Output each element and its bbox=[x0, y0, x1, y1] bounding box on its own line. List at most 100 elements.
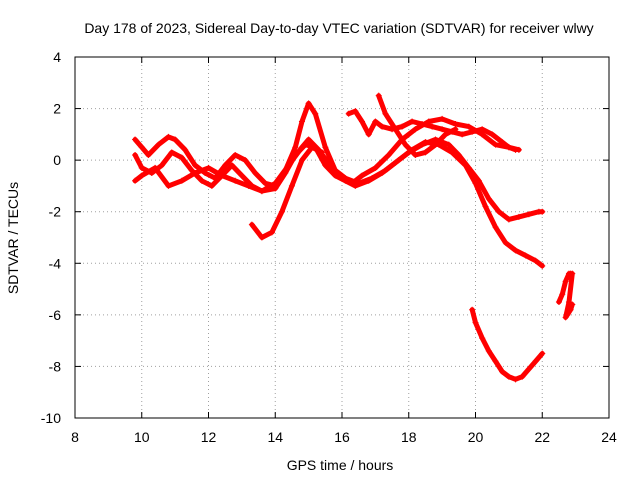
data-point bbox=[158, 162, 165, 169]
data-point bbox=[298, 144, 305, 151]
data-point bbox=[402, 141, 409, 148]
data-point bbox=[238, 172, 245, 179]
data-point bbox=[242, 157, 249, 164]
data-point bbox=[278, 208, 285, 215]
data-point bbox=[505, 216, 512, 223]
data-point bbox=[165, 182, 172, 189]
data-point bbox=[539, 208, 546, 215]
data-point bbox=[469, 306, 476, 313]
data-point bbox=[409, 118, 416, 125]
x-tick-label: 18 bbox=[401, 429, 417, 445]
data-point bbox=[172, 136, 179, 143]
data-point bbox=[564, 311, 571, 318]
data-point bbox=[385, 151, 392, 158]
data-point bbox=[198, 177, 205, 184]
data-point bbox=[469, 128, 476, 135]
data-point bbox=[252, 170, 259, 177]
data-point bbox=[505, 373, 512, 380]
data-point bbox=[138, 144, 145, 151]
data-point bbox=[205, 164, 212, 171]
series-line bbox=[346, 108, 518, 153]
data-point bbox=[432, 141, 439, 148]
series-line bbox=[469, 307, 545, 382]
data-point bbox=[365, 131, 372, 138]
data-point bbox=[192, 170, 199, 177]
data-point bbox=[318, 149, 325, 156]
data-point bbox=[479, 131, 486, 138]
data-point bbox=[355, 180, 362, 187]
data-point bbox=[452, 121, 459, 128]
data-point bbox=[485, 347, 492, 354]
data-point bbox=[479, 126, 486, 133]
data-point bbox=[359, 118, 366, 125]
data-point bbox=[245, 182, 252, 189]
series-track-4 bbox=[248, 144, 325, 241]
data-point bbox=[472, 319, 479, 326]
data-point bbox=[322, 144, 329, 151]
data-point bbox=[442, 131, 449, 138]
data-point bbox=[489, 131, 496, 138]
data-point bbox=[512, 247, 519, 254]
series-line bbox=[132, 137, 545, 269]
data-point bbox=[352, 108, 359, 115]
data-point bbox=[382, 167, 389, 174]
data-point bbox=[472, 180, 479, 187]
series-track-6 bbox=[375, 92, 459, 158]
data-point bbox=[555, 298, 562, 305]
data-point bbox=[268, 229, 275, 236]
data-point bbox=[258, 188, 265, 195]
data-point bbox=[248, 221, 255, 228]
data-point bbox=[569, 270, 576, 277]
data-point bbox=[492, 358, 499, 365]
data-point bbox=[222, 162, 229, 169]
data-point bbox=[328, 164, 335, 171]
data-point bbox=[258, 234, 265, 241]
data-layer bbox=[132, 92, 576, 383]
data-point bbox=[465, 123, 472, 130]
data-point bbox=[452, 126, 459, 133]
data-point bbox=[132, 177, 139, 184]
data-point bbox=[519, 373, 526, 380]
data-point bbox=[342, 175, 349, 182]
data-point bbox=[422, 139, 429, 146]
data-point bbox=[292, 144, 299, 151]
tick-layer bbox=[74, 56, 610, 419]
grid-layer bbox=[75, 57, 609, 418]
data-point bbox=[482, 203, 489, 210]
data-point bbox=[525, 366, 532, 373]
data-point bbox=[132, 151, 139, 158]
data-point bbox=[412, 151, 419, 158]
data-point bbox=[369, 175, 376, 182]
data-point bbox=[165, 133, 172, 140]
data-point bbox=[419, 121, 426, 128]
data-point bbox=[515, 213, 522, 220]
data-point bbox=[399, 123, 406, 130]
x-tick-label: 16 bbox=[334, 429, 350, 445]
data-point bbox=[539, 350, 546, 357]
data-point bbox=[192, 162, 199, 169]
data-point bbox=[232, 177, 239, 184]
data-point bbox=[439, 115, 446, 122]
data-point bbox=[308, 144, 315, 151]
data-point bbox=[305, 100, 312, 107]
data-point bbox=[272, 180, 279, 187]
y-tick-label: -8 bbox=[49, 358, 62, 374]
data-point bbox=[285, 162, 292, 169]
y-tick-label: -6 bbox=[49, 307, 62, 323]
data-point bbox=[539, 262, 546, 269]
y-axis-label: SDTVAR / TECUs bbox=[5, 182, 21, 294]
x-tick-label: 22 bbox=[534, 429, 550, 445]
data-point bbox=[492, 141, 499, 148]
data-point bbox=[208, 182, 215, 189]
data-point bbox=[182, 146, 189, 153]
data-point bbox=[152, 164, 159, 171]
data-point bbox=[375, 92, 382, 99]
x-tick-label: 8 bbox=[71, 429, 79, 445]
x-tick-label: 14 bbox=[267, 429, 283, 445]
data-point bbox=[495, 208, 502, 215]
data-point bbox=[532, 257, 539, 264]
chart-title: Day 178 of 2023, Sidereal Day-to-day VTE… bbox=[84, 20, 593, 36]
y-tick-label: -10 bbox=[41, 410, 61, 426]
